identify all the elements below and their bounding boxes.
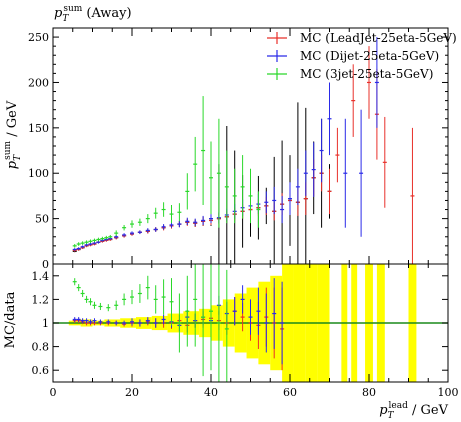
ratio-tick-label: 1.4 [32,270,50,283]
y-tick-label: 200 [28,76,49,89]
x-tick-label: 100 [438,386,459,399]
mc-series-main-2 [72,96,261,248]
y-tick-label: 250 [28,31,49,44]
x-tick-label: 20 [125,386,139,399]
ratio-tick-label: 1.2 [32,293,50,306]
y-tick-label: 50 [35,213,49,226]
ratio-axis-title: MC/data [3,291,18,348]
legend-entry: MC (LeadJet-25eta-5GeV) [300,31,457,45]
ratio-tick-label: 1 [42,317,49,330]
x-tick-label: 0 [50,386,57,399]
x-axis-title: pTlead / GeV [379,401,448,421]
legend-entry: MC (3jet-25eta-5GeV) [300,67,433,81]
legend: MC (LeadJet-25eta-5GeV) MC (Dijet-25eta-5… [267,31,457,81]
y-tick-label: 150 [28,122,49,135]
x-tick-label: 40 [204,386,218,399]
x-tick-label: 60 [283,386,297,399]
ratio-tick-label: 0.6 [32,364,50,377]
x-tick-label: 80 [362,386,376,399]
y-tick-label: 0 [42,258,49,271]
y-tick-label: 100 [28,167,49,180]
mc-series-ratio-2 [72,264,229,382]
main-panel: 0 50 100 150 200 250 [28,27,449,271]
y-axis-title: pTsum / GeV [3,100,23,169]
chart-title: pTsum (Away) [54,4,132,24]
ratio-panel: 0.60.811.21.40 20 40 60 80 100 [32,28,459,399]
ratio-tick-label: 0.8 [32,341,50,354]
legend-entry: MC (Dijet-25eta-5GeV) [300,49,439,63]
